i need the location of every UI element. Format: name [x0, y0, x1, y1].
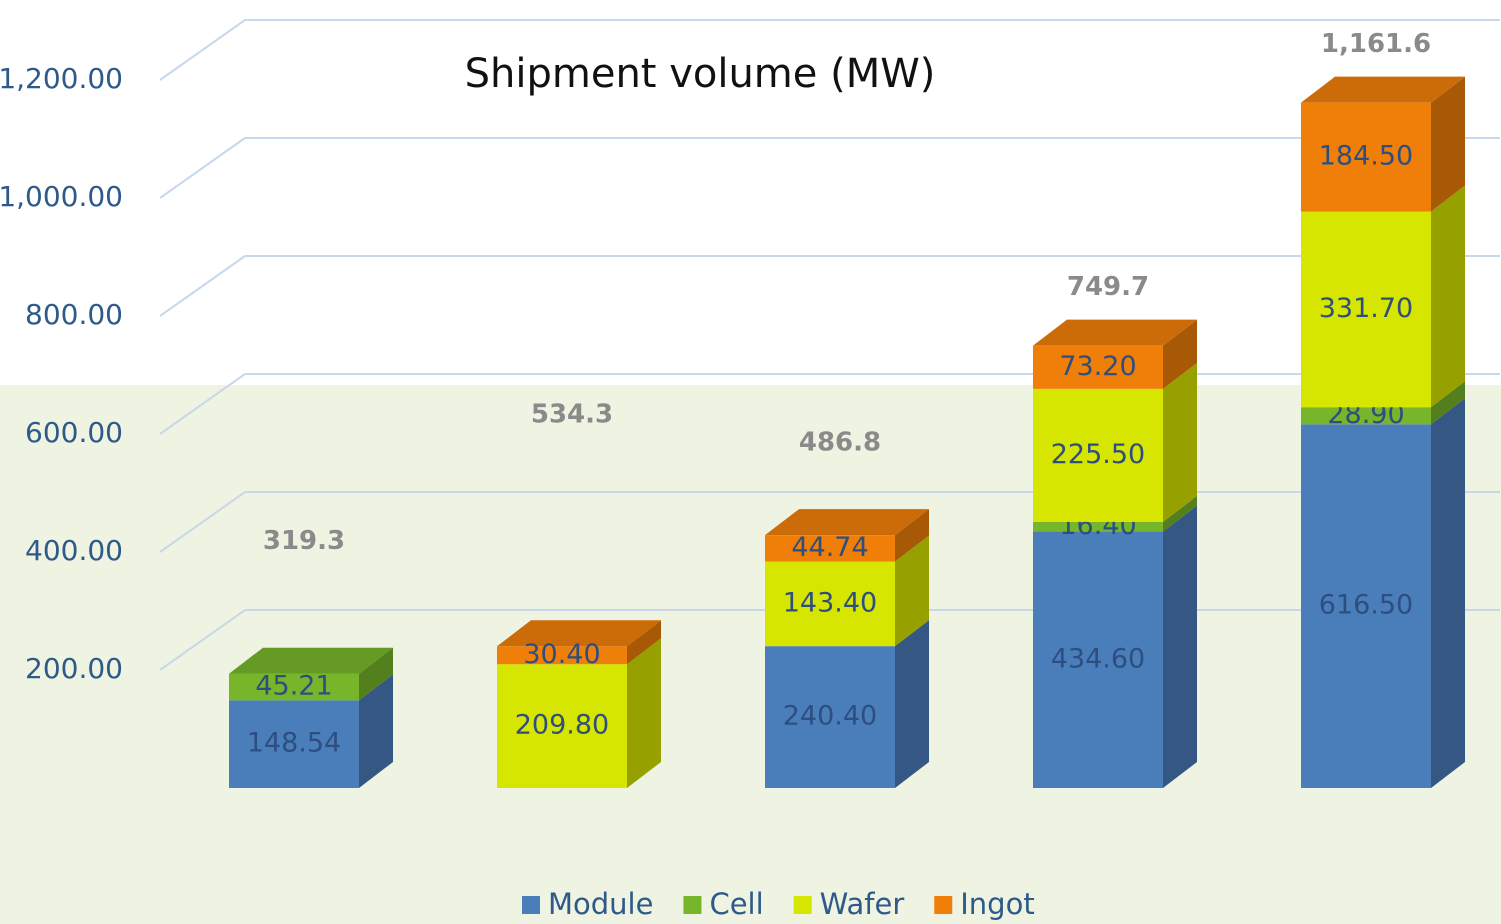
value-label: 148.54 — [247, 728, 341, 759]
total-label: 534.3 — [531, 399, 613, 429]
bar-side — [1163, 363, 1197, 522]
value-label: 184.50 — [1319, 141, 1413, 172]
y-tick-label: 1,200.00 — [0, 62, 123, 95]
legend-swatch — [683, 896, 701, 914]
legend-swatch — [934, 896, 952, 914]
value-label: 45.21 — [255, 671, 332, 702]
value-label: 434.60 — [1051, 643, 1145, 674]
bar-side — [895, 620, 929, 788]
value-label: 30.40 — [523, 639, 600, 670]
value-label: 225.50 — [1051, 439, 1145, 470]
y-tick-label: 400.00 — [25, 534, 123, 567]
total-label: 486.8 — [799, 427, 881, 457]
value-label: 73.20 — [1059, 351, 1136, 382]
background-band — [0, 385, 1501, 924]
legend-swatch — [794, 896, 812, 914]
bar-side — [1431, 398, 1465, 788]
value-label: 616.50 — [1319, 590, 1413, 621]
bar-side — [1163, 506, 1197, 788]
chart: Shipment volume (MW) 200.00 400.00 600.00 8… — [0, 0, 1501, 924]
y-tick-label: 200.00 — [25, 652, 123, 685]
value-label: 240.40 — [783, 701, 877, 732]
chart-title: Shipment volume (MW) — [465, 51, 936, 97]
value-label: 44.74 — [791, 532, 868, 563]
total-label: 1,161.6 — [1321, 29, 1431, 59]
legend-label: Ingot — [960, 887, 1034, 921]
legend-label: Module — [548, 887, 653, 921]
y-tick-label: 600.00 — [25, 416, 123, 449]
total-label: 749.7 — [1067, 272, 1149, 302]
value-label: 331.70 — [1319, 293, 1413, 324]
bar-side — [1431, 186, 1465, 408]
total-label: 319.3 — [263, 526, 345, 556]
bar-side — [627, 638, 661, 788]
value-label: 143.40 — [783, 587, 877, 618]
legend-swatch — [522, 896, 540, 914]
legend-label: Cell — [709, 887, 763, 921]
value-label: 209.80 — [515, 710, 609, 741]
legend-label: Wafer — [820, 887, 905, 921]
y-tick-label: 800.00 — [25, 298, 123, 331]
y-tick-label: 1,000.00 — [0, 180, 123, 213]
